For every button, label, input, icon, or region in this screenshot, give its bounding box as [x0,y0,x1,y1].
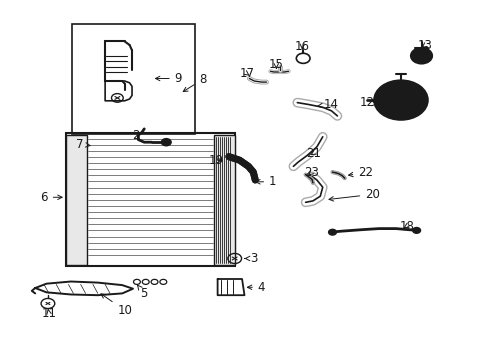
Text: 6: 6 [40,191,62,204]
Text: 14: 14 [317,98,338,111]
Circle shape [412,228,420,233]
Text: 1: 1 [255,175,276,188]
Text: 8: 8 [183,73,206,91]
Text: 22: 22 [348,166,372,179]
Circle shape [161,139,171,146]
Text: 21: 21 [306,147,321,159]
Circle shape [410,48,431,64]
Bar [72,24,194,134]
Text: 23: 23 [304,166,319,179]
Text: 3: 3 [244,252,258,265]
Text: 4: 4 [247,281,265,294]
Text: 5: 5 [137,285,148,300]
Text: 19: 19 [209,154,224,167]
Text: 16: 16 [294,40,309,53]
Circle shape [328,229,336,235]
Bar [214,135,234,265]
Text: 20: 20 [328,188,379,201]
Text: 12: 12 [359,96,376,109]
Bar [66,135,86,265]
Text: 15: 15 [268,58,283,71]
Bar [66,133,234,266]
Text: 17: 17 [239,67,254,80]
Text: 18: 18 [399,220,413,233]
Text: 13: 13 [417,39,432,51]
Text: 2: 2 [132,129,139,141]
Text: 11: 11 [41,307,56,320]
Text: 10: 10 [101,294,132,317]
Circle shape [373,80,427,120]
Text: 9: 9 [155,72,182,85]
Text: 7: 7 [76,138,90,150]
